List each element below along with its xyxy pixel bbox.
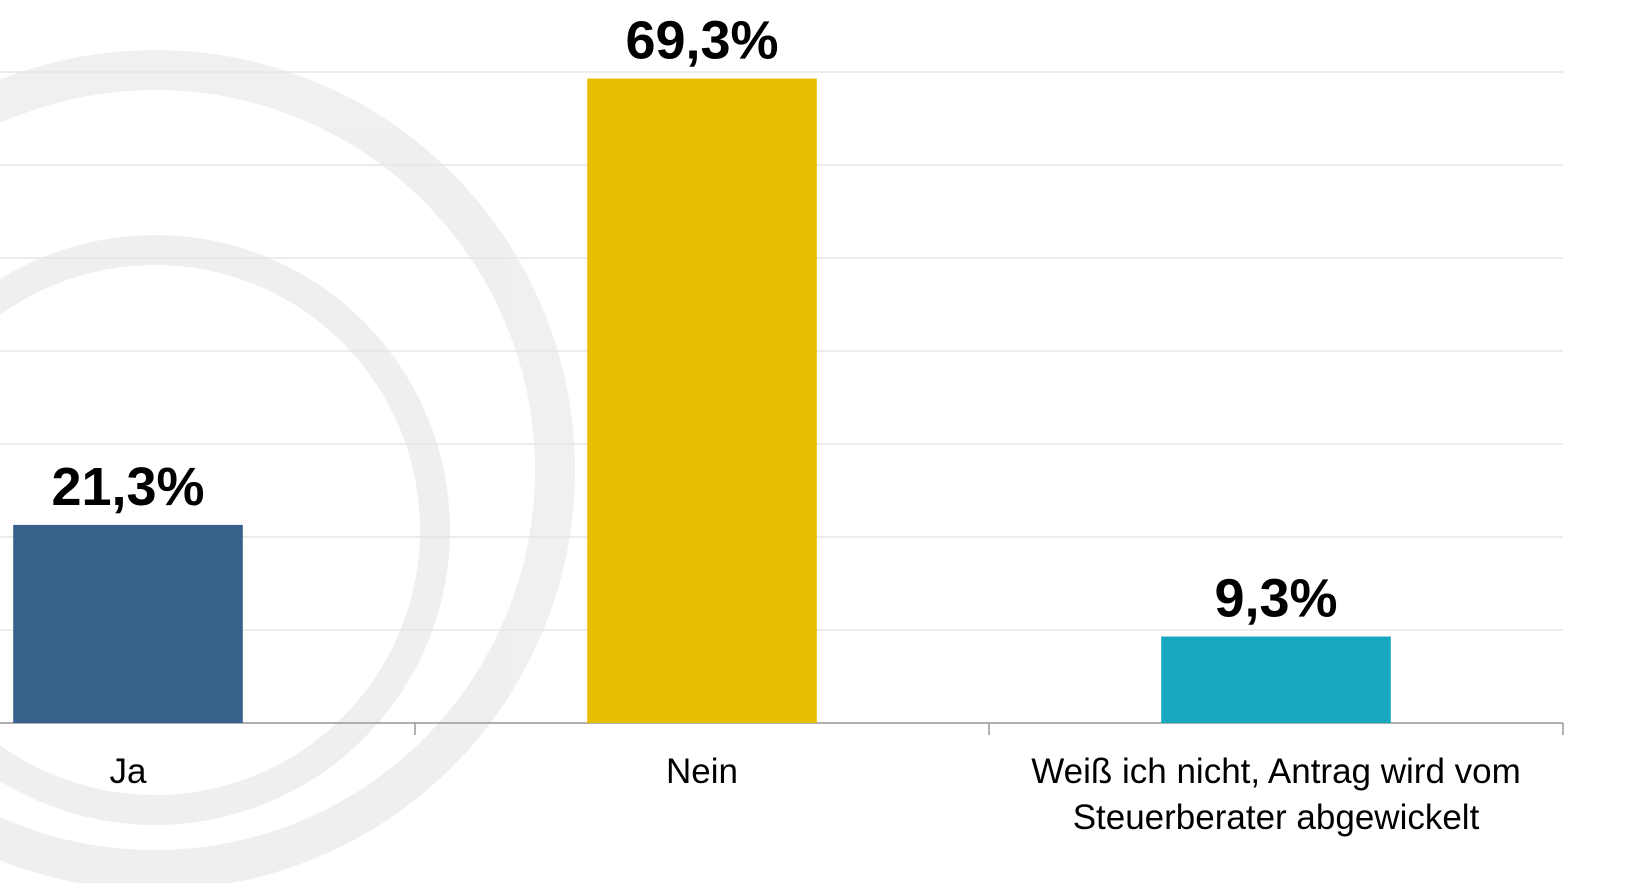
value-label: 9,3% [1214, 569, 1337, 629]
value-label: 69,3% [625, 11, 778, 71]
bar [13, 524, 243, 723]
bar [587, 78, 817, 723]
watermark [0, 50, 575, 883]
bar [1161, 636, 1391, 723]
value-label: 21,3% [51, 457, 204, 517]
x-tick-label: Weiß ich nicht, Antrag wird vom Steuerbe… [1031, 752, 1521, 837]
x-tick-label: Ja [109, 752, 147, 791]
x-tick-label: Nein [666, 752, 738, 791]
